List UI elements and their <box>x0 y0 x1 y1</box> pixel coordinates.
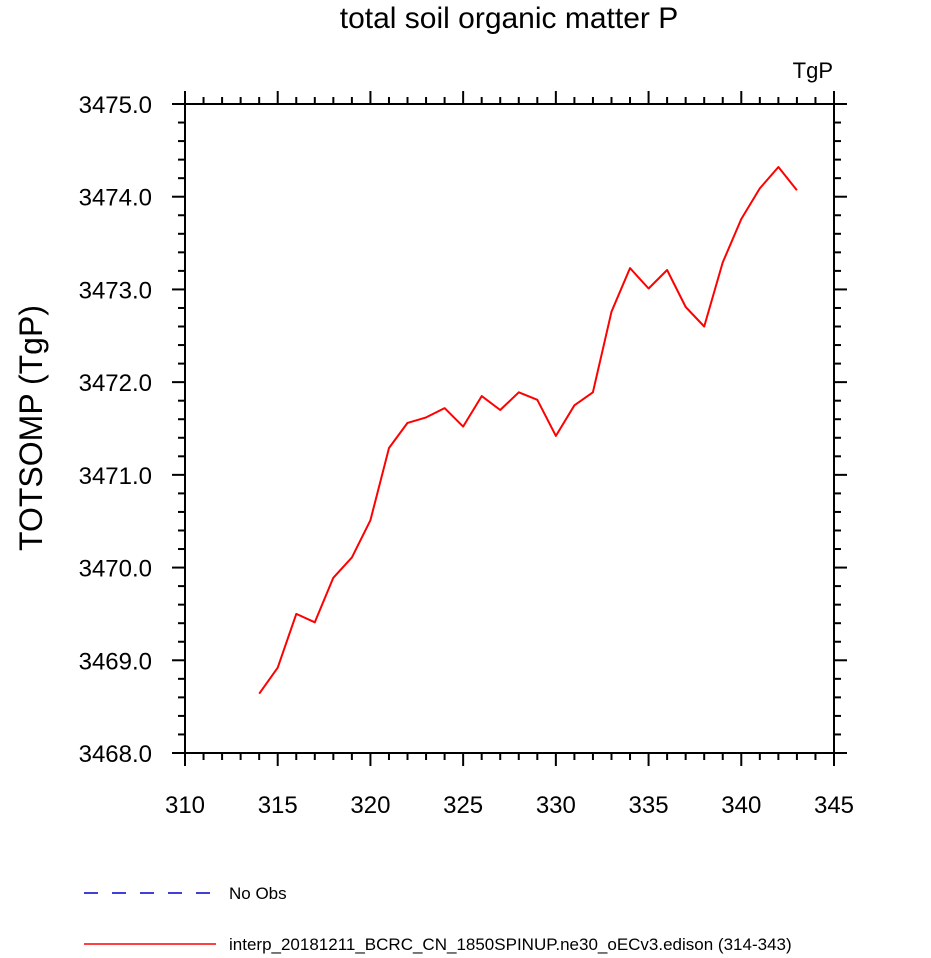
y-tick-label: 3470.0 <box>79 556 152 583</box>
y-tick-label: 3474.0 <box>79 185 152 212</box>
y-tick-labels: 3468.0 3469.0 3470.0 3471.0 3472.0 3473.0 3474… <box>79 92 152 768</box>
y-tick-label: 3475.0 <box>79 92 152 119</box>
x-tick-labels: 310 315 320 325 330 335 340 345 <box>165 792 854 819</box>
y-tick-label: 3472.0 <box>79 370 152 397</box>
y-tick-label: 3471.0 <box>79 463 152 490</box>
series-layer <box>258 166 798 695</box>
series-line-1 <box>258 166 798 695</box>
x-tick-label: 325 <box>443 792 483 819</box>
chart-title: total soil organic matter P <box>340 2 678 35</box>
major-ticks <box>172 91 847 766</box>
y-axis-label: TOTSOMP (TgP) <box>13 305 49 551</box>
legend-label-0: No Obs <box>229 884 287 903</box>
units-label: TgP <box>793 58 833 83</box>
x-tick-label: 320 <box>350 792 390 819</box>
y-tick-label: 3468.0 <box>79 741 152 768</box>
y-tick-label: 3473.0 <box>79 277 152 304</box>
y-tick-label: 3469.0 <box>79 648 152 675</box>
x-tick-label: 330 <box>536 792 576 819</box>
plot-frame <box>184 103 835 754</box>
x-tick-label: 340 <box>721 792 761 819</box>
legend: No Obs interp_20181211_BCRC_CN_1850SPINUP… <box>84 884 792 954</box>
legend-label-1: interp_20181211_BCRC_CN_1850SPINUP.ne30_… <box>229 935 792 954</box>
x-tick-label: 310 <box>165 792 205 819</box>
x-tick-label: 345 <box>814 792 854 819</box>
x-tick-label: 335 <box>629 792 669 819</box>
x-tick-label: 315 <box>258 792 298 819</box>
minor-ticks <box>178 97 841 760</box>
